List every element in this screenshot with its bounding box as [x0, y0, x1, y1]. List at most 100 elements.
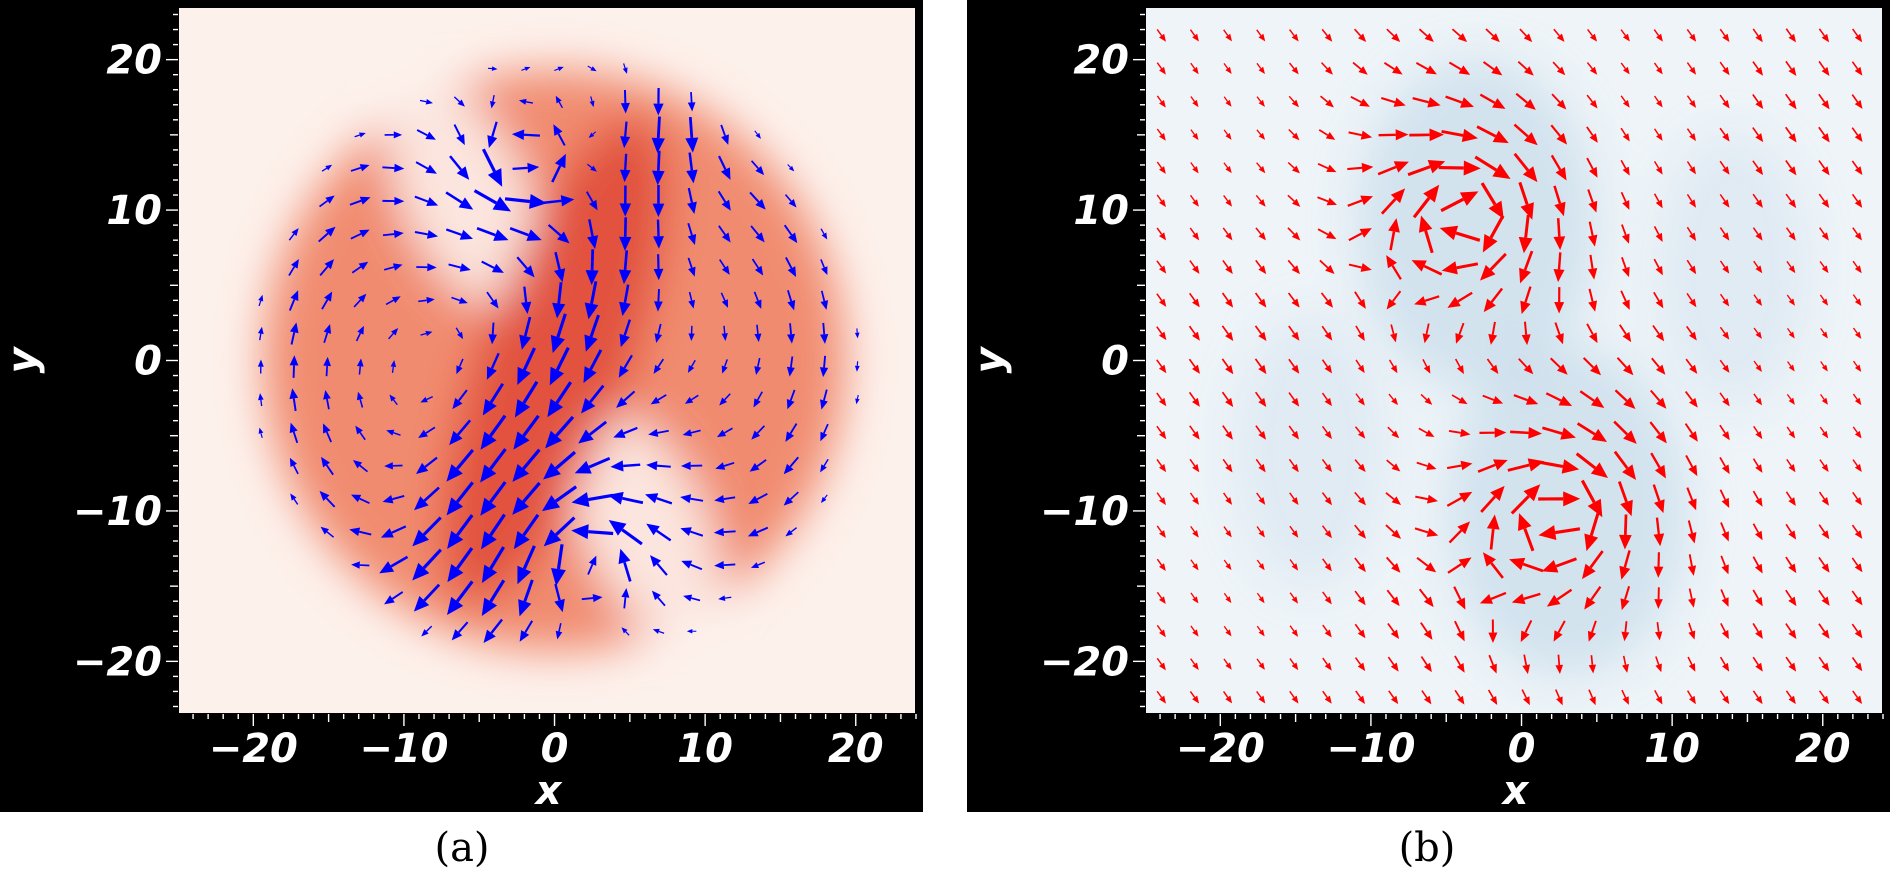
- vector-arrow: [453, 96, 465, 107]
- vector-arrow: [476, 226, 509, 241]
- vector-arrow: [1321, 459, 1333, 473]
- vector-arrow: [355, 425, 366, 441]
- vector-arrow: [1685, 454, 1698, 477]
- vector-arrow: [654, 323, 663, 343]
- vector-arrow: [446, 448, 475, 482]
- vector-arrow: [1380, 96, 1406, 107]
- vector-arrow: [1156, 29, 1166, 42]
- vector-arrow: [418, 296, 435, 304]
- vector-arrow: [748, 492, 768, 504]
- vector-arrow: [1256, 691, 1266, 704]
- vector-arrow: [1654, 690, 1663, 705]
- vector-arrow: [820, 494, 828, 503]
- vector-arrow: [321, 456, 334, 476]
- vector-arrow: [1221, 292, 1234, 308]
- vector-arrow: [1354, 426, 1366, 439]
- vector-arrow: [1189, 425, 1200, 440]
- vector-arrow: [1256, 492, 1266, 505]
- vector-arrow: [747, 526, 769, 537]
- vector-arrow: [1222, 691, 1233, 704]
- vector-arrow: [512, 448, 541, 482]
- vector-arrow: [1386, 28, 1401, 42]
- vector-arrow: [1156, 525, 1166, 539]
- vector-arrow: [1785, 556, 1797, 574]
- vector-arrow: [1753, 393, 1763, 406]
- vector-arrow: [620, 121, 631, 149]
- vector-arrow: [288, 228, 299, 241]
- vector-arrow: [1156, 492, 1166, 506]
- vector-arrow: [1653, 62, 1663, 75]
- x-tick-label: 10: [1644, 726, 1700, 772]
- vector-arrow: [584, 281, 599, 320]
- vector-arrow: [1818, 126, 1830, 143]
- vector-arrow: [1587, 29, 1598, 42]
- vector-arrow: [1322, 657, 1332, 671]
- vector-arrow: [1156, 558, 1166, 571]
- vector-arrow: [1223, 625, 1232, 637]
- vector-arrow: [646, 461, 671, 471]
- vector-arrow: [1818, 656, 1830, 672]
- vector-arrow: [1415, 494, 1438, 504]
- vector-arrow: [289, 457, 299, 475]
- vector-arrow: [382, 196, 405, 206]
- vector-arrow: [519, 316, 532, 350]
- vector-arrow: [574, 456, 611, 474]
- vector-arrow: [820, 322, 829, 344]
- vector-arrow: [719, 393, 731, 406]
- vector-arrow: [1684, 423, 1698, 442]
- vector-arrow: [1719, 690, 1730, 705]
- vector-arrow: [1188, 325, 1200, 341]
- vector-arrow: [1538, 491, 1581, 507]
- vector-arrow: [1613, 420, 1637, 444]
- vector-arrow: [1580, 479, 1603, 518]
- vector-arrow: [1377, 161, 1409, 176]
- vector-arrow: [1753, 294, 1763, 306]
- vector-arrow: [820, 290, 829, 310]
- vector-arrow: [1538, 459, 1580, 474]
- vector-arrow: [488, 322, 497, 345]
- vector-arrow: [445, 228, 474, 240]
- vector-arrow: [1753, 360, 1762, 373]
- vector-arrow: [1156, 293, 1167, 307]
- vector-arrow: [1156, 624, 1166, 638]
- vector-arrow: [384, 131, 403, 139]
- vector-arrow: [1550, 124, 1568, 145]
- vector-arrow: [649, 555, 668, 576]
- vector-arrow: [489, 95, 496, 109]
- vector-arrow: [610, 460, 641, 472]
- vector-arrow: [509, 226, 542, 241]
- vector-arrow: [1223, 559, 1232, 571]
- y-tick-label: −10: [1040, 489, 1129, 535]
- vector-arrow: [1519, 250, 1534, 284]
- vector-arrow: [1388, 359, 1398, 374]
- vector-arrow: [1445, 95, 1474, 108]
- vector-arrow: [321, 164, 333, 172]
- x-tick-label: 0: [541, 726, 569, 772]
- vector-arrow: [587, 219, 599, 249]
- vector-arrow: [1454, 620, 1465, 642]
- vector-arrow: [1555, 654, 1564, 674]
- vector-arrow: [589, 96, 595, 108]
- vector-arrow: [1409, 128, 1445, 142]
- vector-arrow: [1719, 94, 1730, 109]
- vector-arrow: [1255, 227, 1266, 241]
- vector-arrow: [1385, 524, 1402, 539]
- vector-arrow: [1621, 689, 1629, 705]
- vector-arrow: [1785, 623, 1797, 639]
- vector-arrow: [1818, 524, 1830, 540]
- vector-arrow: [1753, 327, 1762, 339]
- vector-arrow: [784, 194, 797, 208]
- vector-arrow: [1223, 129, 1232, 140]
- vector-arrow: [1550, 154, 1567, 181]
- vector-arrow: [1688, 588, 1696, 608]
- vector-arrow: [753, 391, 763, 408]
- vector-arrow: [319, 195, 335, 208]
- x-axis-title: x: [1501, 768, 1530, 812]
- vector-arrow: [1653, 258, 1663, 276]
- vector-arrow: [1354, 291, 1366, 309]
- vector-arrow: [353, 293, 367, 308]
- vector-arrow: [550, 313, 567, 354]
- vector-arrow: [1621, 224, 1630, 244]
- vector-arrow: [1287, 259, 1300, 275]
- vector-arrow: [1652, 484, 1665, 514]
